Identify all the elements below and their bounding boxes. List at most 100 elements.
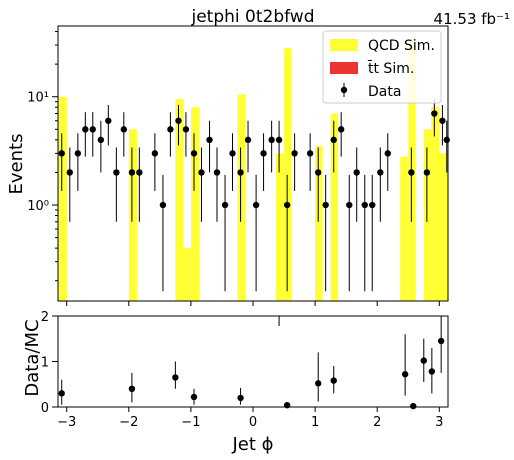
data-point — [384, 150, 391, 157]
x-tick-label: −3 — [57, 415, 76, 430]
legend-label-qcd: QCD Sim. — [368, 38, 435, 54]
data-point — [182, 126, 190, 133]
luminosity-label: 41.53 fb⁻¹ — [434, 10, 510, 28]
qcd-bar — [275, 153, 285, 301]
x-tick-label: 0 — [249, 415, 257, 430]
ratio-panel: 0 1 2 −3 −2 −1 0 1 2 3 — [41, 310, 449, 430]
data-point — [151, 150, 159, 157]
qcd-bar — [439, 153, 448, 301]
data-point — [369, 201, 376, 209]
data-point — [237, 169, 244, 176]
data-point — [423, 169, 431, 176]
ratio-y-tick-label: 2 — [41, 310, 49, 325]
data-point — [105, 117, 112, 124]
ratio-point — [420, 357, 427, 364]
ratio-y-ticks: 0 1 2 — [41, 310, 58, 416]
data-point — [190, 150, 198, 157]
legend: QCD Sim. t̄t Sim. Data — [322, 30, 442, 104]
data-point — [275, 136, 283, 144]
data-point — [322, 201, 329, 209]
qcd-bar — [315, 146, 323, 301]
ratio-point — [428, 368, 436, 375]
qcd-bar — [330, 113, 339, 302]
data-point — [291, 150, 298, 157]
main-x-ticks — [66, 301, 440, 306]
x-tick-label: 2 — [373, 415, 381, 430]
data-point — [120, 126, 128, 133]
data-point — [89, 126, 96, 133]
ratio-point — [128, 385, 136, 392]
data-point — [315, 169, 322, 176]
ratio-point — [330, 377, 337, 384]
legend-swatch-qcd — [330, 39, 358, 51]
data-point — [361, 201, 368, 209]
data-point — [244, 136, 252, 144]
data-point — [306, 150, 314, 157]
ratio-point — [58, 390, 65, 397]
data-point — [198, 169, 205, 176]
x-tick-label: 1 — [311, 415, 319, 430]
data-point — [66, 169, 73, 176]
qcd-bar — [58, 96, 67, 301]
main-plot-frame — [57, 25, 449, 302]
chart-title: jetphi 0t2bfwd — [190, 7, 314, 27]
legend-label-ttbar: t̄t Sim. — [367, 59, 414, 77]
data-point — [268, 136, 275, 144]
data-point — [229, 150, 236, 157]
qcd-bar — [190, 107, 199, 301]
ratio-point — [401, 371, 409, 378]
data-point — [128, 169, 136, 176]
data-point — [346, 201, 353, 209]
data-point — [337, 126, 345, 133]
data-point — [443, 136, 450, 144]
data-point — [159, 201, 167, 209]
data-point — [431, 110, 438, 117]
ratio-point — [437, 337, 445, 345]
data-point — [82, 126, 89, 133]
ratio-plot-frame — [57, 315, 449, 408]
qcd-bar — [237, 94, 246, 301]
qcd-bar — [284, 48, 292, 302]
main-panel: 10⁰ 10¹ — [27, 25, 450, 306]
legend-data-marker — [340, 86, 348, 94]
qcd-bar — [423, 129, 432, 301]
data-point — [353, 169, 360, 176]
data-point — [136, 169, 143, 176]
data-point — [206, 136, 213, 144]
ratio-y-tick-label: 0 — [41, 401, 49, 416]
data-point — [213, 169, 221, 176]
data-point — [97, 136, 105, 144]
ratio-point — [315, 380, 322, 387]
data-point — [221, 201, 229, 209]
data-point — [113, 169, 120, 176]
y-tick-label: 10⁰ — [27, 199, 49, 214]
data-point — [330, 136, 337, 144]
data-point — [408, 169, 415, 176]
ratio-y-tick-label: 1 — [41, 356, 49, 371]
data-point — [260, 150, 267, 157]
data-points — [58, 98, 450, 292]
legend-swatch-ttbar — [330, 62, 358, 74]
data-point — [175, 117, 182, 124]
qcd-bar — [128, 129, 137, 301]
ratio-y-axis-label: Data/MC — [22, 319, 43, 396]
qcd-bar — [400, 156, 409, 301]
data-point — [283, 201, 291, 209]
data-point — [167, 126, 174, 133]
data-point — [377, 169, 384, 176]
ratio-x-ticks: −3 −2 −1 0 1 2 3 — [57, 407, 443, 430]
data-point — [74, 150, 82, 157]
y-tick-label: 10¹ — [27, 91, 49, 106]
qcd-bar — [175, 99, 184, 301]
ratio-points — [58, 316, 445, 410]
ratio-point — [410, 402, 417, 410]
legend-label-data: Data — [368, 84, 401, 100]
data-point — [58, 150, 65, 157]
data-point — [252, 201, 260, 209]
x-tick-label: −2 — [119, 415, 138, 430]
main-y-axis-label: Events — [6, 134, 27, 195]
qcd-bar — [431, 107, 440, 301]
qcd-bar — [183, 248, 191, 301]
data-point — [439, 117, 446, 124]
